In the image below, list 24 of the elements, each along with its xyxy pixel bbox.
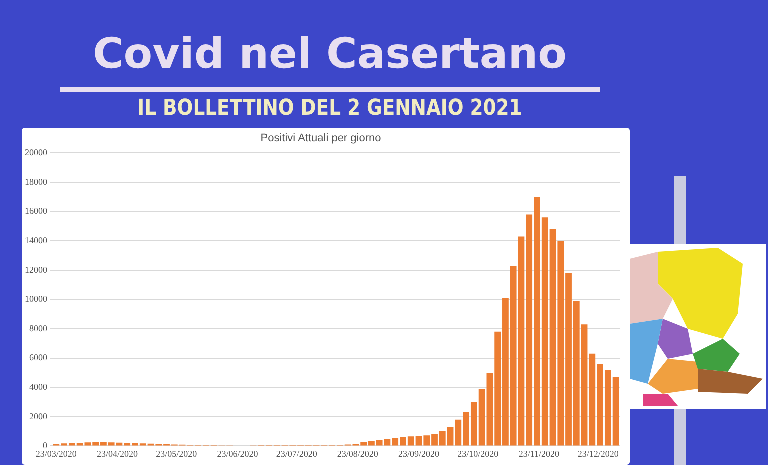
y-tick-label: 20000 <box>25 148 48 158</box>
y-tick-label: 2000 <box>30 411 48 422</box>
x-tick-label: 23/07/2020 <box>276 448 318 459</box>
x-tick-label: 23/03/2020 <box>36 448 78 459</box>
y-tick-label: 16000 <box>25 206 48 216</box>
x-tick-label: 23/12/2020 <box>578 448 620 459</box>
y-tick-label: 12000 <box>25 264 48 275</box>
x-tick-label: 23/06/2020 <box>217 448 259 459</box>
y-tick-label: 10000 <box>25 294 48 304</box>
x-tick-label: 23/04/2020 <box>96 448 138 459</box>
y-tick-label: 0 <box>43 440 48 451</box>
y-tick-label: 18000 <box>25 176 48 187</box>
text: IL BOLLETTINO DEL 2 GENNAIO 2021 <box>138 96 522 121</box>
y-tick-label: 6000 <box>30 352 48 363</box>
y-tick-label: 14000 <box>25 235 48 246</box>
y-tick-label: 4000 <box>30 382 48 392</box>
chart-title: Positivi Attuali per giorno <box>260 132 382 145</box>
x-tick-label: 23/10/2020 <box>458 448 500 459</box>
x-tick-label: 23/05/2020 <box>156 448 198 459</box>
x-tick-label: 23/11/2020 <box>518 448 560 459</box>
text: Covid nel Casertano <box>92 29 568 78</box>
x-tick-label: 23/09/2020 <box>398 448 440 459</box>
y-tick-label: 8000 <box>30 323 48 334</box>
x-tick-label: 23/08/2020 <box>337 448 379 459</box>
